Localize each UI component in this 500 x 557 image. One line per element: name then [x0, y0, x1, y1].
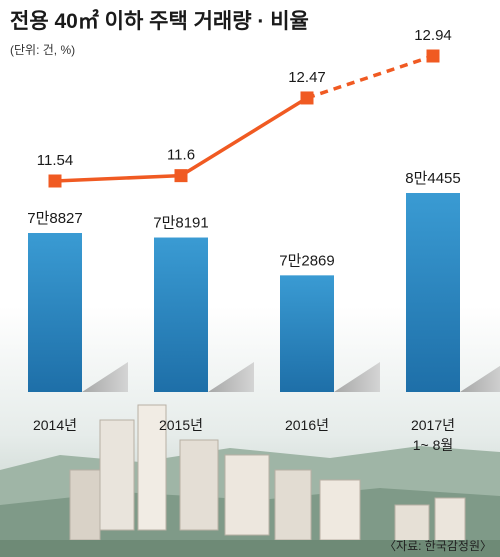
- category-label: 2017년: [411, 417, 455, 433]
- bar-shadow: [208, 362, 254, 392]
- background-apartments-image: [0, 404, 500, 557]
- ratio-value-label: 11.6: [167, 147, 195, 164]
- ratio-marker: [426, 49, 440, 63]
- ratio-value-label: 11.54: [37, 152, 73, 169]
- ratio-marker: [48, 174, 62, 188]
- bar-value-label: 7만2869: [279, 252, 335, 269]
- bar: [280, 275, 334, 392]
- bar-value-label: 8만4455: [405, 170, 461, 187]
- bar-shadow: [82, 362, 128, 392]
- category-sublabel: 1~ 8월: [413, 437, 454, 453]
- bar: [406, 193, 460, 392]
- bar-shadow: [460, 365, 500, 392]
- ratio-marker: [300, 91, 314, 105]
- category-axis-labels: 2014년 2015년 2016년 2017년 1~ 8월: [33, 417, 455, 453]
- ratio-value-label: 12.94: [414, 27, 452, 44]
- bar-value-label: 7만8191: [153, 215, 209, 232]
- category-label: 2014년: [33, 417, 77, 433]
- chart-title: 전용 40㎡ 이하 주택 거래량 · 비율: [10, 9, 309, 33]
- ratio-marker: [174, 169, 188, 183]
- bar-value-label: 7만8827: [27, 210, 83, 227]
- ratio-value-label: 12.47: [288, 69, 326, 86]
- chart-subtitle: (단위: 건, %): [10, 43, 75, 57]
- category-label: 2015년: [159, 417, 203, 433]
- bar-value-labels: 7만8827 7만8191 7만2869 8만4455: [27, 170, 461, 269]
- bar: [154, 237, 208, 392]
- source-note: 〈자료: 한국감정원〉: [384, 539, 492, 553]
- ratio-line-segment: [180, 96, 308, 178]
- ratio-line-series: [48, 49, 440, 188]
- bar-shadow: [334, 362, 380, 392]
- bar-shadows: [82, 362, 500, 392]
- category-label: 2016년: [285, 417, 329, 433]
- bar-series: [28, 193, 460, 392]
- ratio-line-segment: [54, 173, 182, 183]
- bar: [28, 233, 82, 392]
- ratio-value-labels: 11.54 11.6 12.47 12.94: [37, 27, 452, 169]
